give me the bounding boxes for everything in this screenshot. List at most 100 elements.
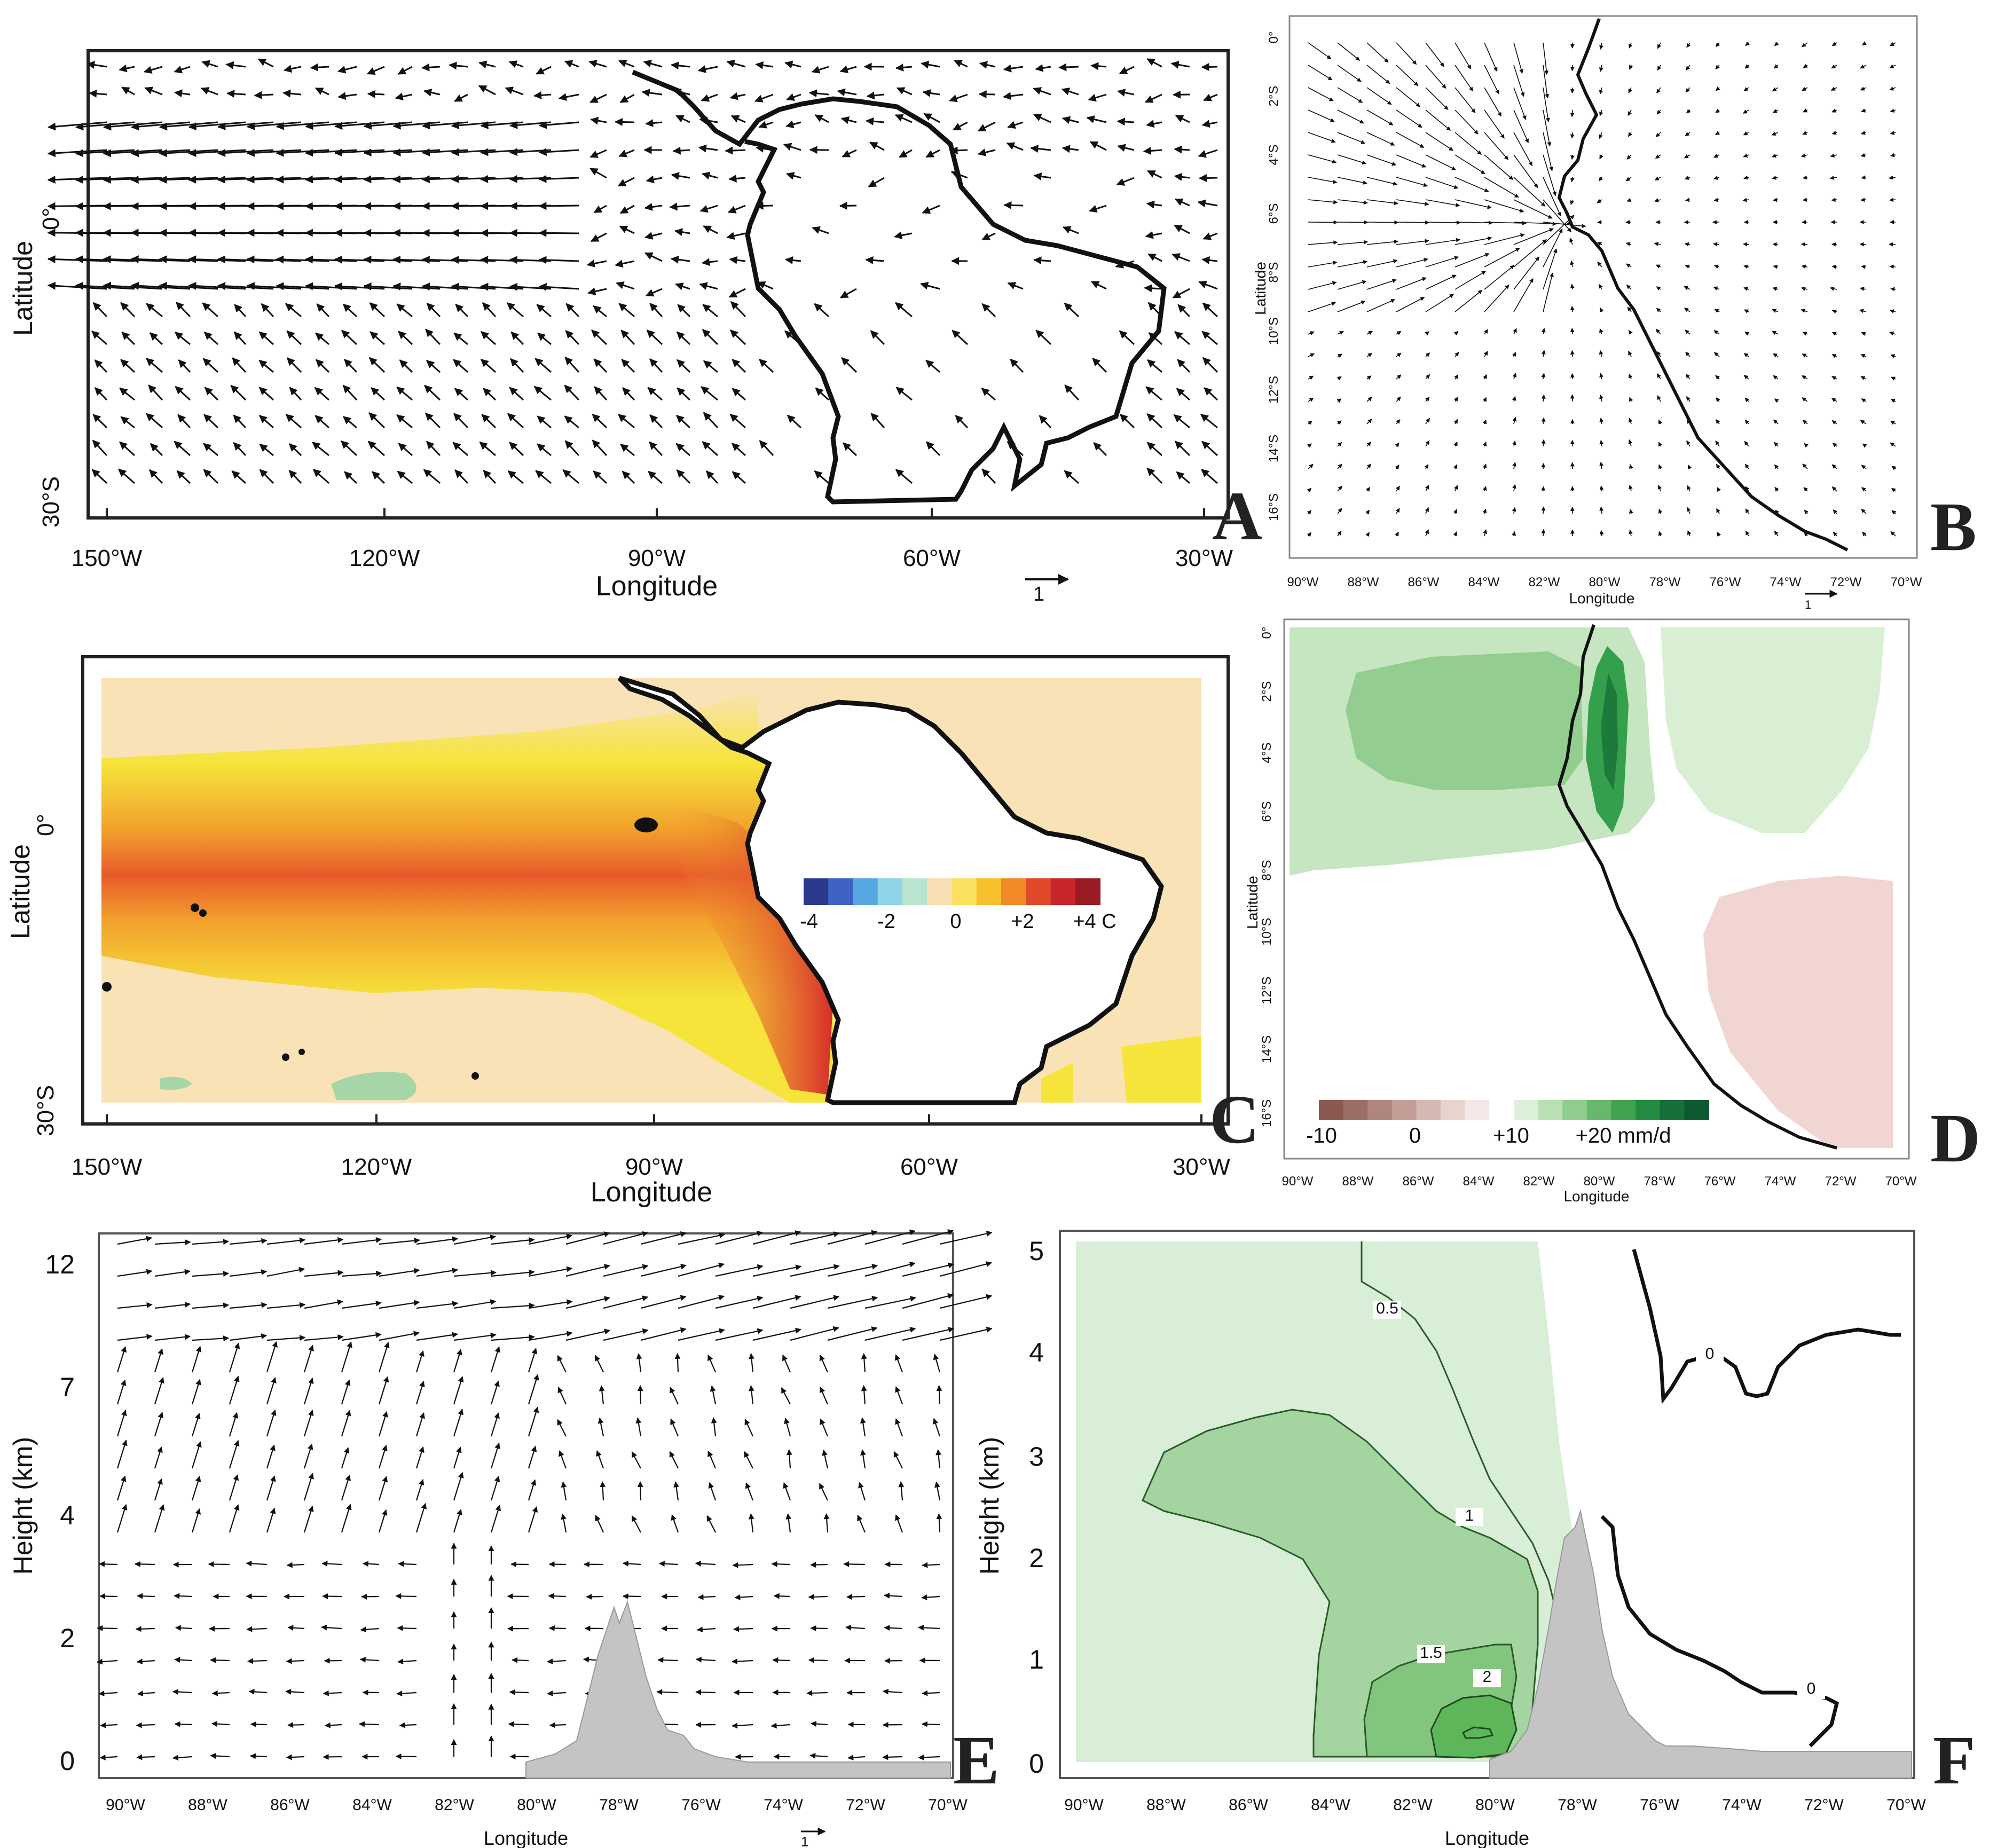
- wind-arrow: [1366, 279, 1397, 290]
- wind-arrow: [622, 470, 635, 484]
- wind-arrow: [1801, 309, 1808, 313]
- panel-b-y-label: Latitude: [1252, 262, 1269, 315]
- wind-arrow: [1337, 508, 1342, 514]
- wind-arrow: [1713, 352, 1720, 357]
- wind-arrow: [146, 303, 163, 318]
- wind-arrow: [1801, 286, 1808, 291]
- wind-arrow: [1773, 353, 1779, 358]
- wind-arrow: [1743, 109, 1749, 114]
- wind-arrow: [1599, 328, 1603, 335]
- wind-arrow: [1543, 177, 1561, 217]
- wind-arrow: [1570, 199, 1575, 205]
- wind-arrow: [955, 415, 969, 429]
- wind-arrow: [1396, 331, 1402, 335]
- wind-arrow: [1337, 331, 1344, 335]
- wind-arrow: [703, 360, 718, 373]
- panel-e-x-label: Longitude: [484, 1827, 568, 1848]
- wind-arrow: [177, 414, 191, 429]
- wind-arrow: [1831, 64, 1837, 69]
- wind-arrow: [1890, 287, 1896, 292]
- wind-arrow: [510, 358, 524, 373]
- colorbar-swatch: [1611, 1100, 1637, 1120]
- wind-arrow: [175, 386, 191, 401]
- wind-arrow: [558, 93, 579, 101]
- wind-arrow: [1831, 376, 1837, 380]
- wind-arrow: [1177, 304, 1191, 318]
- wind-arrow: [1366, 42, 1389, 63]
- wind-arrow: [870, 412, 885, 429]
- contour-label: 1: [1465, 1507, 1474, 1524]
- wind-arrow: [1337, 240, 1369, 245]
- wind-arrow: [1743, 175, 1749, 180]
- wind-arrow: [230, 384, 247, 401]
- wind-arrow: [1484, 284, 1509, 312]
- wind-arrow: [188, 255, 246, 264]
- wind-arrow: [1599, 394, 1603, 402]
- wind-arrow: [589, 149, 607, 158]
- wind-arrow: [1484, 42, 1498, 72]
- wind-arrow: [276, 282, 329, 290]
- wind-arrow: [1599, 373, 1603, 380]
- wind-arrow: [1337, 485, 1342, 492]
- wind-arrow: [1425, 418, 1430, 424]
- wind-arrow: [1512, 373, 1517, 380]
- wind-arrow: [1655, 154, 1661, 159]
- wind-arrow: [334, 282, 385, 290]
- wind-arrow: [894, 114, 913, 123]
- wind-arrow: [1744, 332, 1750, 336]
- wind-arrow: [144, 66, 163, 74]
- wind-arrow: [1685, 198, 1691, 202]
- wind-arrow: [1308, 177, 1338, 184]
- wind-arrow: [481, 414, 497, 429]
- wind-arrow: [1366, 239, 1399, 245]
- panel-f-letter: F: [1933, 1722, 1975, 1799]
- wind-arrow: [1308, 353, 1315, 357]
- wind-arrow: [1308, 302, 1336, 312]
- wind-arrow: [121, 86, 135, 96]
- wind-arrow: [1453, 464, 1458, 469]
- colorbar-label: +10: [1493, 1124, 1529, 1147]
- wind-arrow: [592, 413, 608, 429]
- wind-arrow: [1658, 442, 1663, 447]
- wind-arrow: [923, 113, 940, 123]
- x-tick-label: 76°W: [1704, 1174, 1736, 1189]
- wind-arrow: [1198, 149, 1218, 158]
- wind-arrow: [276, 175, 329, 184]
- colorbar-swatch: [1391, 1100, 1417, 1120]
- colorbar-swatch: [877, 878, 903, 905]
- wind-arrow: [899, 149, 913, 158]
- panel-d-y-label: Latitude: [1244, 876, 1261, 929]
- colorbar-swatch: [1562, 1100, 1587, 1120]
- wind-arrow: [1396, 239, 1429, 245]
- wind-arrow: [312, 442, 329, 457]
- wind-arrow: [1570, 373, 1575, 380]
- wind-arrow: [288, 443, 302, 457]
- panel-d-letter: D: [1930, 1100, 1980, 1177]
- wind-arrow: [1597, 262, 1602, 268]
- wind-arrow: [1743, 153, 1749, 158]
- wind-arrow: [1395, 485, 1400, 492]
- wind-arrow: [622, 1593, 641, 1600]
- wind-arrow: [1889, 264, 1896, 269]
- wind-arrow: [1713, 154, 1720, 158]
- x-tick-label: 88°W: [1146, 1796, 1186, 1814]
- wind-arrow: [837, 88, 857, 97]
- wind-arrow: [670, 255, 690, 264]
- wind-arrow: [120, 416, 135, 429]
- wind-arrow: [1396, 374, 1402, 380]
- wind-arrow: [1625, 177, 1632, 182]
- wind-arrow: [922, 205, 940, 214]
- wind-arrow: [732, 471, 746, 484]
- wind-arrow: [1890, 354, 1896, 358]
- wind-arrow: [1483, 351, 1488, 357]
- wind-arrow: [925, 149, 940, 158]
- wind-arrow: [618, 149, 635, 158]
- wind-arrow: [1626, 198, 1632, 202]
- wind-arrow: [1454, 42, 1472, 69]
- wind-arrow: [371, 387, 386, 401]
- wind-arrow: [1090, 280, 1107, 290]
- wind-arrow: [593, 358, 608, 373]
- wind-arrow: [1743, 353, 1749, 358]
- colorbar-swatch: [927, 878, 953, 905]
- wind-arrow: [1146, 413, 1163, 429]
